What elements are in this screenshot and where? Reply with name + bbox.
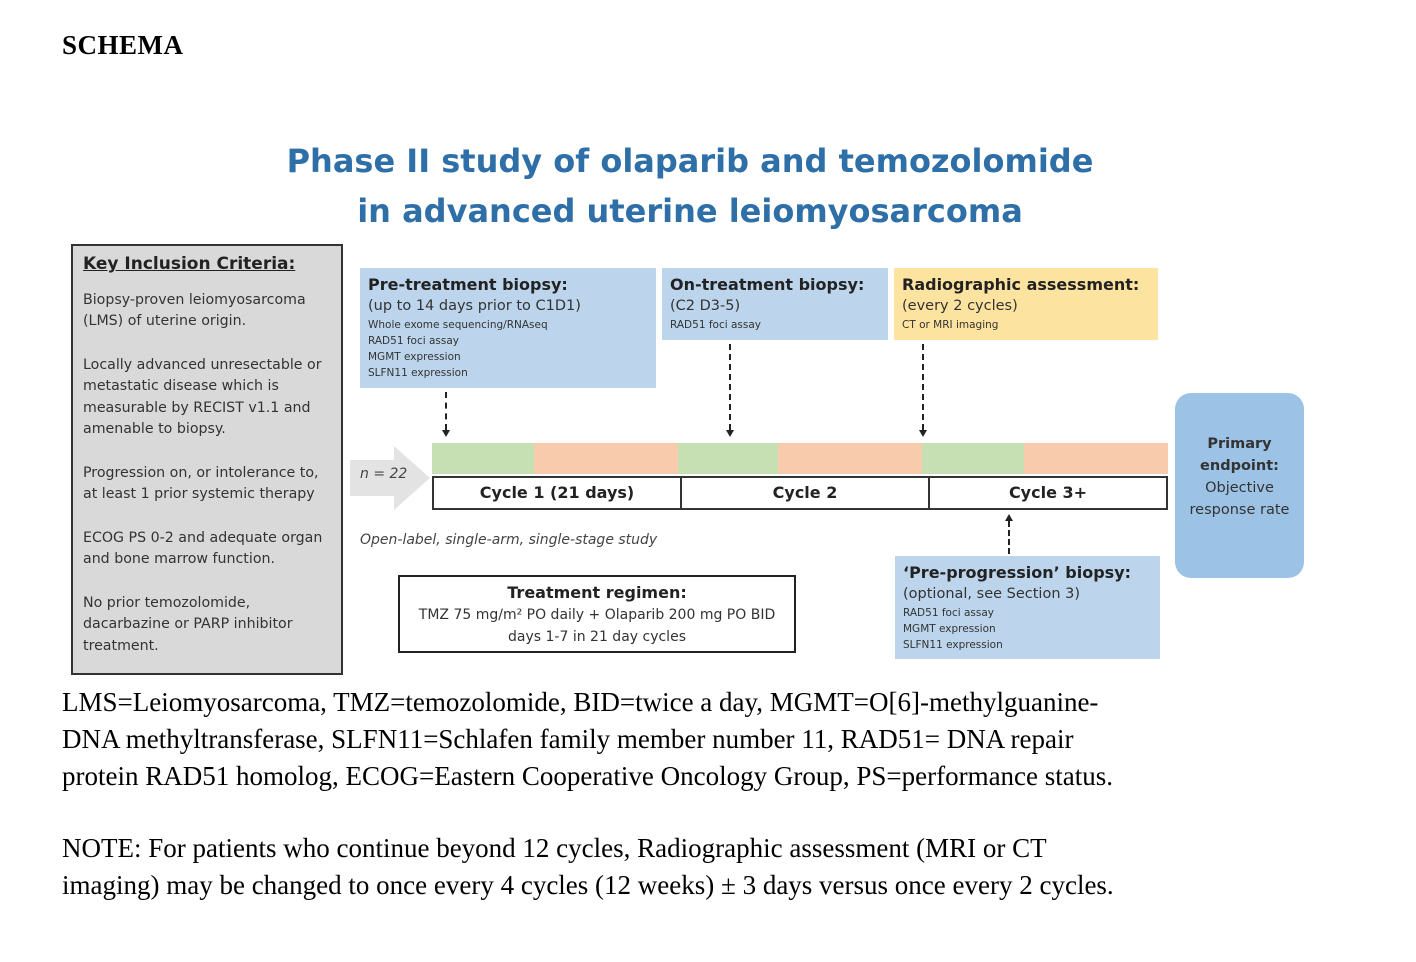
note-text: NOTE: For patients who continue beyond 1…: [62, 833, 1114, 900]
criteria-item: Biopsy-proven leiomyosarcoma (LMS) of ut…: [83, 291, 306, 330]
criteria-heading: Key Inclusion Criteria:: [83, 254, 296, 274]
criteria-item: ECOG PS 0-2 and adequate organ and bone …: [83, 529, 323, 568]
cycle-timeline: Cycle 1 (21 days) Cycle 2 Cycle 3+: [432, 476, 1168, 510]
regimen-dosing: TMZ 75 mg/m² PO daily + Olaparib 200 mg …: [418, 607, 776, 623]
pre-treatment-detail: Whole exome sequencing/RNAseq: [368, 319, 548, 331]
cycle2-rest-phase: [778, 443, 922, 474]
on-treatment-timing: (C2 D3-5): [670, 298, 741, 314]
study-title-line1: Phase II study of olaparib and temozolom…: [286, 142, 1094, 180]
endpoint-header: Primary endpoint:: [1200, 436, 1279, 474]
primary-endpoint-box: Primary endpoint: Objective response rat…: [1175, 393, 1304, 578]
cycle3-treatment-phase: [922, 443, 1024, 474]
cycle-label: Cycle 3+: [928, 478, 1166, 508]
treatment-regimen-box: Treatment regimen: TMZ 75 mg/m² PO daily…: [398, 575, 796, 653]
on-treatment-arrow-head: [726, 430, 734, 437]
enrollment-count: n = 22: [360, 466, 408, 482]
pre-treatment-timing: (up to 14 days prior to C1D1): [368, 298, 581, 314]
cycle1-treatment-phase: [432, 443, 534, 474]
pre-treatment-detail: SLFN11 expression: [368, 367, 468, 379]
pre-progression-detail: RAD51 foci assay: [903, 607, 995, 619]
study-title-line2: in advanced uterine leiomyosarcoma: [357, 192, 1023, 230]
cycle2-treatment-phase: [678, 443, 778, 474]
pre-treatment-arrow-head: [442, 430, 450, 437]
on-treatment-arrow-line: [729, 344, 731, 430]
cycle3-rest-phase: [1024, 443, 1168, 474]
study-design-note: Open-label, single-arm, single-stage stu…: [360, 532, 658, 548]
pre-progression-biopsy-box: ‘Pre-progression’ biopsy: (optional, see…: [895, 556, 1160, 659]
pre-treatment-arrow-line: [445, 392, 447, 430]
criteria-item: No prior temozolomide, dacarbazine or PA…: [83, 594, 293, 654]
on-treatment-biopsy-box: On-treatment biopsy: (C2 D3-5) RAD51 foc…: [662, 268, 888, 340]
pre-progression-detail: MGMT expression: [903, 623, 996, 635]
cycle-label: Cycle 2: [680, 478, 928, 508]
on-treatment-detail: RAD51 foci assay: [670, 319, 762, 331]
regimen-header: Treatment regimen:: [507, 583, 687, 602]
abbreviations-text: LMS=Leiomyosarcoma, TMZ=temozolomide, BI…: [62, 687, 1114, 791]
endpoint-text: Objective response rate: [1189, 480, 1290, 518]
criteria-item: Locally advanced unresectable or metasta…: [83, 356, 322, 438]
pre-treatment-detail: MGMT expression: [368, 351, 461, 363]
inclusion-criteria-box: Key Inclusion Criteria: Biopsy-proven le…: [71, 244, 343, 675]
radiographic-arrow-line: [922, 344, 924, 430]
schema-heading: SCHEMA: [62, 30, 184, 60]
regimen-schedule: days 1-7 in 21 day cycles: [508, 629, 686, 645]
pre-progression-header: ‘Pre-progression’ biopsy:: [903, 563, 1132, 582]
radiographic-arrow-head: [919, 430, 927, 437]
pre-progression-detail: SLFN11 expression: [903, 639, 1003, 651]
radiographic-detail: CT or MRI imaging: [902, 319, 999, 331]
pre-treatment-detail: RAD51 foci assay: [368, 335, 460, 347]
cycle-label: Cycle 1 (21 days): [479, 483, 635, 502]
criteria-item: Progression on, or intolerance to, at le…: [83, 464, 319, 503]
pre-progression-timing: (optional, see Section 3): [903, 586, 1081, 602]
pre-treatment-biopsy-box: Pre-treatment biopsy: (up to 14 days pri…: [360, 268, 656, 388]
pre-progression-arrow-line: [1008, 521, 1010, 554]
enrollment-arrow-icon: [350, 446, 430, 510]
cycle1-rest-phase: [534, 443, 678, 474]
radiographic-assessment-box: Radiographic assessment: (every 2 cycles…: [894, 268, 1158, 340]
on-treatment-header: On-treatment biopsy:: [670, 275, 865, 294]
pre-progression-arrow-head: [1005, 514, 1013, 521]
pre-treatment-header: Pre-treatment biopsy:: [368, 275, 568, 294]
radiographic-header: Radiographic assessment:: [902, 275, 1140, 294]
radiographic-timing: (every 2 cycles): [902, 298, 1018, 314]
